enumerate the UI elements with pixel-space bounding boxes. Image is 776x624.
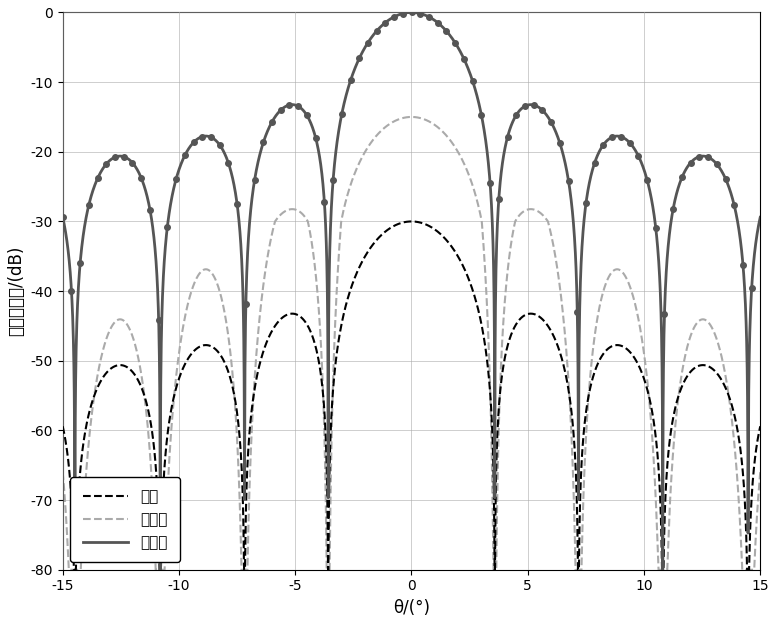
Line: 改进前: 改进前 [63, 12, 760, 570]
改进前 [734, 227, 743, 235]
静态 [390, 222, 399, 230]
改进后 [565, 399, 574, 406]
改进前 [756, 213, 765, 221]
静态 [407, 218, 416, 225]
改进后 [357, 155, 366, 162]
Y-axis label: 方向图增益/(dB): 方向图增益/(dB) [7, 246, 25, 336]
改进前 [155, 566, 165, 573]
改进后 [64, 566, 74, 573]
静态 [565, 394, 574, 402]
改进后 [58, 469, 68, 476]
静态 [69, 566, 78, 573]
改进后 [352, 167, 361, 174]
改进前 [565, 185, 574, 193]
改进前 [352, 62, 361, 70]
Legend: 静态, 改进后, 改进前: 静态, 改进后, 改进前 [71, 477, 180, 562]
静态 [58, 422, 68, 430]
改进后 [700, 316, 709, 323]
静态 [357, 259, 366, 266]
改进前 [58, 213, 68, 221]
改进后 [756, 469, 765, 476]
改进前 [407, 9, 416, 16]
改进前 [357, 50, 366, 57]
改进后 [407, 113, 416, 120]
改进前 [700, 152, 709, 160]
改进后 [734, 503, 743, 510]
静态 [352, 271, 361, 279]
Line: 静态: 静态 [63, 222, 760, 570]
静态 [734, 436, 743, 444]
静态 [756, 422, 765, 430]
Line: 改进后: 改进后 [63, 117, 760, 570]
静态 [700, 361, 709, 369]
改进后 [390, 117, 399, 125]
改进前 [390, 13, 399, 21]
X-axis label: θ/(°): θ/(°) [393, 599, 430, 617]
